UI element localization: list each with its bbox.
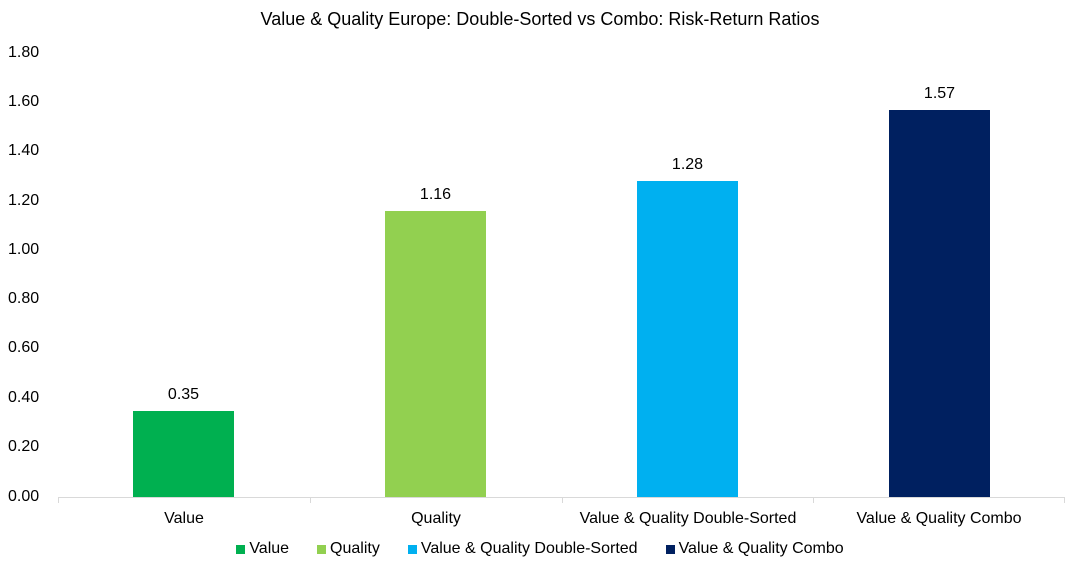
x-axis-line: [58, 497, 1064, 498]
legend-label: Value & Quality Double-Sorted: [420, 540, 638, 557]
legend-item-combo: Value & Quality Combo: [665, 540, 844, 558]
data-label: 1.57: [923, 85, 956, 102]
x-tick-mark: [58, 497, 59, 503]
legend-label: Quality: [330, 540, 380, 557]
data-label: 0.35: [167, 386, 200, 403]
y-tick-label: 1.20: [8, 192, 40, 209]
data-label: 1.16: [419, 186, 452, 203]
y-tick-label: 0.20: [8, 438, 40, 455]
y-tick-label: 0.60: [8, 339, 40, 356]
legend-swatch-icon: [236, 544, 246, 554]
bar-value: [133, 411, 234, 497]
y-tick-label: 1.80: [8, 44, 40, 61]
bar-double-sorted: [637, 181, 738, 497]
legend-item-quality: Quality: [317, 540, 380, 558]
legend-label: Value: [249, 540, 290, 557]
legend-item-value: Value: [236, 540, 289, 558]
y-tick-label: 1.40: [8, 142, 40, 159]
y-tick-label: 1.00: [8, 241, 40, 258]
chart-title: Value & Quality Europe: Double-Sorted vs…: [260, 9, 820, 29]
y-tick-label: 0.40: [8, 389, 40, 406]
y-tick-label: 1.60: [8, 93, 40, 110]
x-category-label: Value: [164, 510, 204, 527]
legend: Value Quality Value & Quality Double-Sor…: [0, 540, 1080, 558]
legend-label: Value & Quality Combo: [678, 540, 844, 557]
bar-quality: [385, 211, 486, 497]
x-category-label: Value & Quality Double-Sorted: [579, 510, 797, 527]
legend-item-double-sorted: Value & Quality Double-Sorted: [407, 540, 638, 558]
x-tick-mark: [813, 497, 814, 503]
x-tick-mark: [310, 497, 311, 503]
x-category-label: Value & Quality Combo: [856, 510, 1022, 527]
legend-swatch-icon: [665, 544, 675, 554]
data-label: 1.28: [671, 156, 704, 173]
y-tick-label: 0.80: [8, 290, 40, 307]
bar-combo: [889, 110, 990, 497]
x-tick-mark: [562, 497, 563, 503]
x-tick-mark: [1064, 497, 1065, 503]
legend-swatch-icon: [407, 544, 417, 554]
y-tick-label: 0.00: [8, 488, 40, 505]
x-category-label: Quality: [411, 510, 461, 527]
legend-swatch-icon: [317, 544, 327, 554]
